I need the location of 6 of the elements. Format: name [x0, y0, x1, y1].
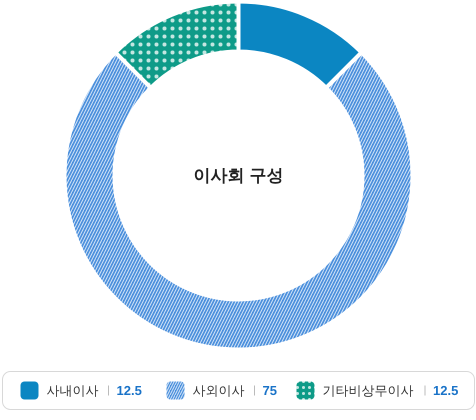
legend-label: 사내이사 [46, 383, 98, 398]
legend-label: 기타비상무이사 [322, 383, 414, 398]
data-label: 75 [262, 383, 277, 398]
data-label: 12.5 [116, 383, 142, 398]
legend-label: 사외이사 [192, 383, 244, 398]
data-label: 12.5 [433, 383, 458, 398]
